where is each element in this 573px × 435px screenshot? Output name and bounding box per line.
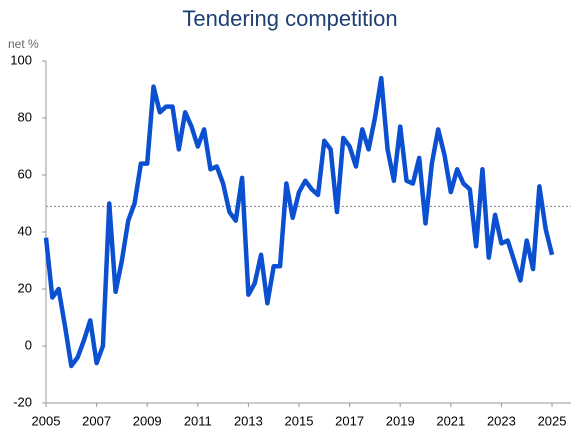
x-tick-label: 2009 [133, 413, 162, 428]
x-tick-label: 2005 [32, 413, 61, 428]
chart: Tendering competition net % -20 0 20 40 60 80… [0, 0, 573, 435]
x-tick-label: 2023 [487, 413, 516, 428]
y-tick-label: 80 [18, 109, 32, 124]
y-tick-label: 100 [10, 52, 32, 67]
chart-title: Tendering competition [182, 6, 397, 31]
y-tick-label: 60 [18, 166, 32, 181]
y-axis-label: net % [8, 37, 39, 51]
y-tick-label: -20 [13, 394, 32, 409]
y-tick-label: 40 [18, 223, 32, 238]
x-tick-label: 2007 [82, 413, 111, 428]
y-tick-label: 0 [25, 337, 32, 352]
x-tick-label: 2015 [285, 413, 314, 428]
x-tick-label: 2017 [335, 413, 364, 428]
x-tick-label: 2011 [184, 413, 212, 428]
x-tick-label: 2019 [386, 413, 415, 428]
data-line [46, 78, 552, 366]
x-tick-label: 2021 [436, 413, 465, 428]
x-tick-label: 2013 [234, 413, 263, 428]
x-tick-label: 2025 [538, 413, 567, 428]
y-tick-label: 20 [18, 280, 32, 295]
